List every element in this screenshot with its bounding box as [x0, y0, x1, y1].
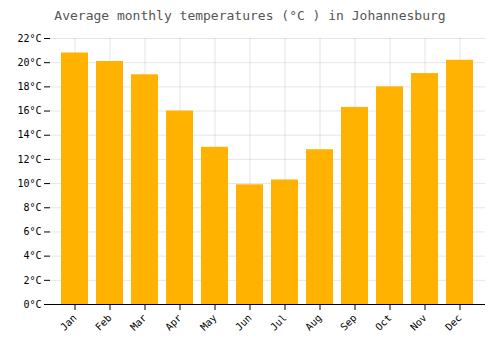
svg-text:Jan: Jan: [58, 312, 79, 333]
svg-text:Feb: Feb: [93, 312, 114, 333]
svg-text:22°C: 22°C: [17, 33, 41, 44]
svg-text:6°C: 6°C: [23, 226, 41, 237]
svg-text:Oct: Oct: [373, 312, 394, 333]
svg-text:8°C: 8°C: [23, 202, 41, 213]
svg-text:16°C: 16°C: [17, 105, 41, 116]
svg-text:12°C: 12°C: [17, 154, 41, 165]
svg-text:Mar: Mar: [128, 312, 149, 333]
svg-text:Jun: Jun: [233, 312, 254, 333]
svg-text:2°C: 2°C: [23, 275, 41, 286]
svg-text:14°C: 14°C: [17, 129, 41, 140]
svg-text:Jul: Jul: [268, 312, 289, 333]
svg-text:0°C: 0°C: [23, 299, 41, 310]
svg-text:20°C: 20°C: [17, 57, 41, 68]
svg-text:Apr: Apr: [163, 312, 184, 333]
svg-text:4°C: 4°C: [23, 250, 41, 261]
svg-text:10°C: 10°C: [17, 178, 41, 189]
svg-text:Nov: Nov: [408, 312, 429, 333]
svg-text:18°C: 18°C: [17, 81, 41, 92]
html-text:Average monthly temperatures (: Average monthly temperatures (°C ) in Jo…: [54, 8, 446, 23]
svg-text:Dec: Dec: [443, 312, 464, 333]
svg-text:Aug: Aug: [303, 312, 324, 333]
svg-text:May: May: [198, 312, 219, 333]
svg-text:Sep: Sep: [338, 312, 359, 333]
